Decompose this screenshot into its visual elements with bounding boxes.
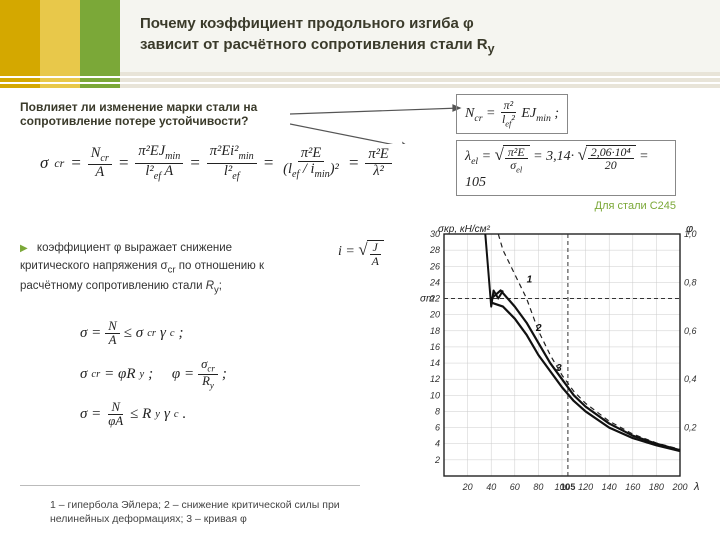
derivation-block: σ = NA ≤ σcrγc ; σcr = φRy ; φ = σcrRy ;… xyxy=(80,310,300,438)
svg-text:20: 20 xyxy=(429,310,440,320)
svg-text:0,6: 0,6 xyxy=(684,326,697,336)
svg-text:10: 10 xyxy=(430,390,440,400)
svg-text:140: 140 xyxy=(602,482,617,492)
svg-text:0,4: 0,4 xyxy=(684,374,697,384)
svg-text:σт: σт xyxy=(420,294,434,305)
svg-text:3: 3 xyxy=(556,363,562,374)
svg-text:40: 40 xyxy=(486,482,496,492)
svg-text:12: 12 xyxy=(430,374,440,384)
svg-text:φ: φ xyxy=(686,223,693,235)
steel-note: Для стали С245 xyxy=(456,200,676,212)
arrow-to-ncr xyxy=(290,104,470,144)
lambda-formula-box: λel = √π²Eσel = 3,14· √2,06·10⁴20 = 105 xyxy=(456,140,676,197)
svg-text:16: 16 xyxy=(430,342,440,352)
svg-text:14: 14 xyxy=(430,358,440,368)
svg-text:26: 26 xyxy=(429,261,440,271)
decorative-stripes xyxy=(0,72,720,90)
explanation-text: ▶ коэффициент φ выражает снижение критич… xyxy=(20,240,330,298)
header-stripes xyxy=(0,0,120,72)
title-line1: Почему коэффициент продольного изгиба φ xyxy=(140,15,474,32)
svg-text:80: 80 xyxy=(533,482,543,492)
title-line2: зависит от расчётного сопротивления стал… xyxy=(140,36,488,53)
svg-text:8: 8 xyxy=(435,406,440,416)
svg-text:28: 28 xyxy=(429,245,440,255)
svg-text:20: 20 xyxy=(462,482,473,492)
svg-text:24: 24 xyxy=(429,277,440,287)
chart-caption: 1 – гипербола Эйлера; 2 – снижение крити… xyxy=(50,498,350,526)
bullet-icon: ▶ xyxy=(20,243,28,254)
page-title: Почему коэффициент продольного изгиба φ … xyxy=(120,6,720,65)
right-formula-boxes: Ncr = π²lef² EJmin ; λel = √π²Eσel = 3,1… xyxy=(456,94,676,212)
svg-text:λ: λ xyxy=(693,481,699,493)
svg-text:18: 18 xyxy=(430,326,440,336)
deriv-line3: σ = NφA ≤ Ryγc . xyxy=(80,401,300,429)
stripe-gold xyxy=(0,0,40,72)
deriv-line2: σcr = φRy ; φ = σcrRy ; xyxy=(80,358,300,391)
divider xyxy=(20,485,360,486)
svg-text:0,2: 0,2 xyxy=(684,423,697,433)
svg-text:60: 60 xyxy=(510,482,520,492)
svg-text:1: 1 xyxy=(527,274,533,285)
ncr-formula-box: Ncr = π²lef² EJmin ; xyxy=(456,94,568,134)
svg-text:120: 120 xyxy=(578,482,593,492)
deriv-line1: σ = NA ≤ σcrγc ; xyxy=(80,320,300,348)
header: Почему коэффициент продольного изгиба φ … xyxy=(0,0,720,72)
i-definition: i = √JA xyxy=(338,240,384,267)
svg-text:σкр, кН/см²: σкр, кН/см² xyxy=(438,224,490,235)
stripe-yellow xyxy=(40,0,80,72)
svg-text:180: 180 xyxy=(649,482,664,492)
buckling-chart: 2040608010012014016018020024681012141618… xyxy=(406,220,706,500)
content-area: Повлияет ли изменение марки стали на соп… xyxy=(20,100,706,530)
svg-text:6: 6 xyxy=(435,423,440,433)
svg-text:105: 105 xyxy=(560,482,575,492)
svg-text:160: 160 xyxy=(625,482,640,492)
svg-text:4: 4 xyxy=(435,439,440,449)
svg-text:0,8: 0,8 xyxy=(684,277,697,287)
svg-text:2: 2 xyxy=(434,455,440,465)
svg-text:2: 2 xyxy=(535,323,542,334)
svg-text:200: 200 xyxy=(671,482,687,492)
title-sub: y xyxy=(488,42,495,56)
stripe-green xyxy=(80,0,120,72)
